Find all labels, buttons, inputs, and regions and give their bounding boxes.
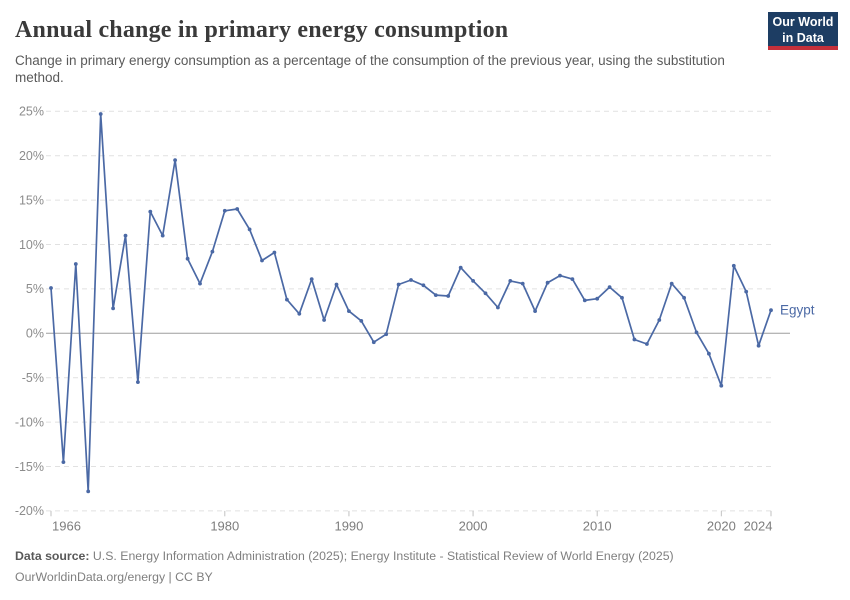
data-point[interactable] xyxy=(111,306,115,311)
data-point[interactable] xyxy=(719,383,724,388)
license-line[interactable]: OurWorldinData.org/energy | CC BY xyxy=(15,570,213,584)
data-point[interactable] xyxy=(136,380,140,384)
data-point[interactable] xyxy=(222,208,227,213)
data-point[interactable] xyxy=(384,332,389,337)
data-point[interactable] xyxy=(272,250,277,255)
data-point[interactable] xyxy=(49,286,53,290)
data-point[interactable] xyxy=(458,265,463,270)
data-point[interactable] xyxy=(371,340,376,345)
data-point[interactable] xyxy=(558,273,562,278)
data-point[interactable] xyxy=(297,311,302,316)
data-point[interactable] xyxy=(483,291,488,296)
data-point[interactable] xyxy=(247,227,252,232)
data-point[interactable] xyxy=(520,281,525,286)
data-point[interactable] xyxy=(657,318,662,322)
y-axis-label: 0% xyxy=(26,327,44,341)
y-axis-label: 5% xyxy=(26,282,44,296)
data-point[interactable] xyxy=(334,282,339,287)
data-point[interactable] xyxy=(694,330,699,335)
data-point[interactable] xyxy=(682,295,686,300)
data-point[interactable] xyxy=(98,112,103,116)
data-point[interactable] xyxy=(533,309,537,313)
data-point[interactable] xyxy=(731,263,736,268)
data-series xyxy=(49,112,773,494)
data-point[interactable] xyxy=(707,351,711,356)
x-axis-label: 2020 xyxy=(707,519,736,534)
data-point[interactable] xyxy=(309,277,314,281)
y-axis-label: -15% xyxy=(15,460,44,474)
series-label-egypt: Egypt xyxy=(780,303,815,318)
data-point[interactable] xyxy=(570,277,575,281)
data-point[interactable] xyxy=(322,318,326,322)
data-point[interactable] xyxy=(347,309,351,313)
data-point[interactable] xyxy=(148,209,153,214)
data-point[interactable] xyxy=(173,158,178,162)
data-point[interactable] xyxy=(210,249,215,254)
data-point[interactable] xyxy=(620,295,624,300)
data-point[interactable] xyxy=(198,281,202,286)
footer: Data source: U.S. Energy Information Adm… xyxy=(15,546,835,588)
datasource-label: Data source: xyxy=(15,549,90,563)
data-point[interactable] xyxy=(86,489,91,494)
data-point[interactable] xyxy=(409,278,413,282)
y-axis-label: -10% xyxy=(15,415,44,429)
y-axis-label: -20% xyxy=(15,504,44,518)
data-point[interactable] xyxy=(260,258,264,263)
data-point[interactable] xyxy=(545,280,550,285)
line-chart[interactable]: 25% 20% 15% 10% 5% 0% -5% -10% -15% -20% 1966 1980 1… xyxy=(0,95,850,555)
data-point[interactable] xyxy=(160,233,165,238)
chart-grid xyxy=(46,110,790,512)
data-point[interactable] xyxy=(433,293,438,297)
y-axis-label: 10% xyxy=(19,238,44,252)
data-point[interactable] xyxy=(508,279,513,283)
data-point[interactable] xyxy=(396,282,401,287)
datasource-text: U.S. Energy Information Administration (… xyxy=(92,549,674,563)
owid-logo-line2: in Data xyxy=(782,30,824,45)
data-point[interactable] xyxy=(632,337,637,342)
data-point[interactable] xyxy=(61,460,66,464)
y-axis-label: 25% xyxy=(19,105,44,119)
data-point[interactable] xyxy=(235,207,240,211)
x-axis-label: 1980 xyxy=(210,519,239,534)
data-line xyxy=(50,113,772,493)
data-point[interactable] xyxy=(359,319,364,323)
data-point[interactable] xyxy=(756,343,761,348)
data-point[interactable] xyxy=(73,262,78,266)
chart-axes: 25% 20% 15% 10% 5% 0% -5% -10% -15% -20% 1966 1980 1… xyxy=(15,105,773,534)
data-point[interactable] xyxy=(471,279,475,283)
x-axis-label: 1990 xyxy=(334,519,363,534)
data-point[interactable] xyxy=(185,256,190,261)
data-point[interactable] xyxy=(285,297,289,302)
data-point[interactable] xyxy=(769,308,773,313)
chart-subtitle: Change in primary energy consumption as … xyxy=(15,53,725,85)
y-axis-label: 15% xyxy=(19,193,44,207)
data-point[interactable] xyxy=(123,233,128,238)
x-axis-label: 1966 xyxy=(52,519,81,534)
owid-logo[interactable]: Our World in Data xyxy=(768,12,838,50)
data-point[interactable] xyxy=(446,294,451,298)
data-point[interactable] xyxy=(496,305,500,310)
owid-logo-line1: Our World xyxy=(772,15,834,29)
chart-title: Annual change in primary energy consumpt… xyxy=(15,17,509,43)
x-axis-label: 2010 xyxy=(583,519,612,534)
data-point[interactable] xyxy=(744,289,749,294)
data-point[interactable] xyxy=(595,296,600,301)
data-point[interactable] xyxy=(582,298,587,303)
x-axis-label: 2000 xyxy=(459,519,488,534)
data-point[interactable] xyxy=(645,342,649,346)
data-point[interactable] xyxy=(607,285,612,289)
data-point[interactable] xyxy=(421,283,426,288)
y-axis-label: -5% xyxy=(22,371,44,385)
datasource-line: Data source: U.S. Energy Information Adm… xyxy=(15,546,835,567)
x-axis-label: 2024 xyxy=(744,519,773,534)
data-point[interactable] xyxy=(669,281,674,286)
y-axis-label: 20% xyxy=(19,149,44,163)
